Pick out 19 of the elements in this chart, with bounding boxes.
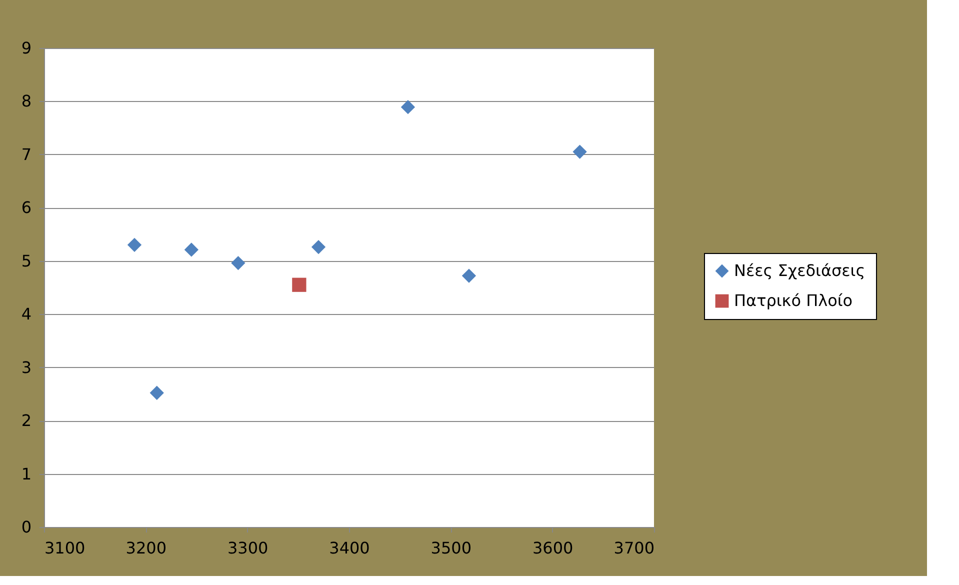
y-tick-label: 4 bbox=[21, 304, 32, 324]
x-tick-label: 3300 bbox=[227, 538, 268, 558]
x-tick-label: 3400 bbox=[329, 538, 370, 558]
x-tick-label: 3700 bbox=[614, 538, 654, 558]
y-tick-label: 7 bbox=[21, 144, 32, 164]
x-tick-label: 3200 bbox=[126, 538, 167, 558]
y-tick-label: 6 bbox=[21, 198, 32, 218]
x-tick-label: 3100 bbox=[44, 538, 86, 558]
y-tick-label: 2 bbox=[21, 411, 32, 430]
y-tick-label: 5 bbox=[21, 251, 32, 270]
legend-label: Νέες Σχεδιάσεις bbox=[734, 261, 866, 280]
y-tick-label: 9 bbox=[21, 38, 32, 58]
y-tick-label: 3 bbox=[21, 358, 32, 377]
legend-label: Πατρικό Πλοίο bbox=[734, 291, 853, 310]
y-tick-label: 1 bbox=[21, 464, 32, 484]
y-tick-label: 0 bbox=[21, 518, 32, 536]
y-tick-label: 8 bbox=[21, 92, 32, 111]
x-tick-label: 3600 bbox=[532, 538, 574, 558]
x-tick-label: 3500 bbox=[430, 538, 472, 558]
